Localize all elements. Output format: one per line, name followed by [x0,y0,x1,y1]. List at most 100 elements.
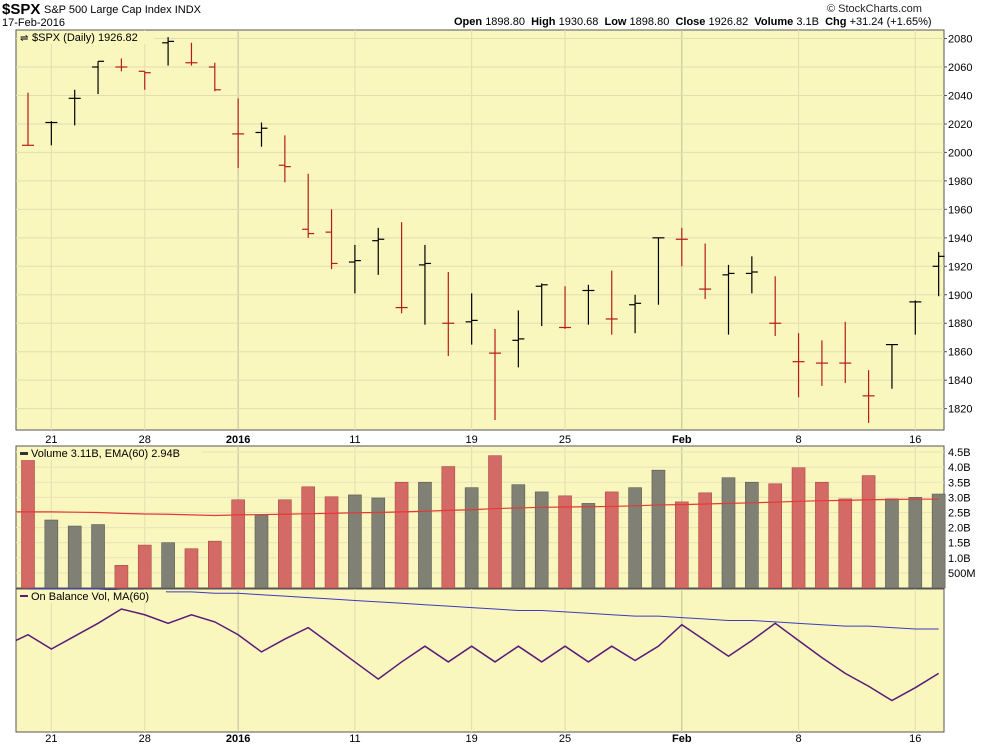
volume-value: 3.1B [796,16,819,28]
volume-bar [348,494,362,589]
volume-bar [394,481,409,589]
volume-bar [324,496,339,589]
open-value: 1898.80 [485,16,525,28]
x-axis-label-bottom: 19 [466,733,478,744]
volume-axis-label: 3.5B [948,477,971,489]
x-axis-label: 19 [466,434,478,446]
legend-icon: ⇌ [20,33,28,44]
volume-bar [44,519,59,589]
volume-bar [628,487,642,589]
legend-swatch [20,595,28,597]
x-axis-label: Feb [672,434,692,446]
price-axis-label: 1880 [948,318,972,330]
panel-background-3 [15,588,945,733]
volume-bar [114,565,129,589]
volume-panel-title: Volume 3.11B, EMA(60) 2.94B [31,448,180,460]
volume-bar [371,497,386,589]
volume-bar [604,491,619,589]
low-value: 1898.80 [629,16,670,28]
close-value: 1926.82 [708,16,749,28]
volume-bar [441,466,456,589]
volume-bar [768,483,783,589]
volume-bar [511,484,526,589]
volume-axis-label: 500M [948,568,976,580]
volume-axis-label: 4.0B [948,462,971,474]
volume-bar [488,455,502,589]
volume-bar [838,498,853,589]
volume-bar [278,499,292,589]
price-axis-label: 1960 [948,204,972,216]
high-label: High [531,16,556,28]
x-axis-label-bottom: 25 [559,733,571,744]
volume-bar [534,491,549,589]
volume-bar [208,540,222,589]
volume-bar [931,493,946,589]
x-axis-label: 11 [349,434,360,446]
exchange-code: INDX [174,4,201,16]
volume-bar [558,495,572,589]
price-axis-label: 1820 [948,404,972,416]
volume-ema-line [16,498,939,517]
volume-bar [137,544,152,589]
close-label: Close [675,16,706,28]
volume-bar [184,548,199,589]
x-axis-label-bottom: 16 [909,733,921,744]
price-axis-label: 2060 [948,62,972,74]
price-axis-label: 1860 [948,347,972,359]
volume-bar [651,469,666,589]
volume-axis-label: 1.0B [948,553,971,565]
symbol-description: S&P 500 Large Cap Index INDX [44,4,201,16]
x-axis-label-bottom: Feb [672,733,692,744]
x-axis-label: 25 [559,434,571,446]
obv-ma-line [28,588,939,630]
volume-bar [231,499,245,589]
x-axis-label-bottom: 21 [45,733,57,744]
price-axis-label: 1940 [948,233,972,245]
price-axis-label: 1980 [948,176,972,188]
change-value: +31.24 (+1.65%) [849,16,932,28]
panel-background-1 [15,29,945,431]
volume-bar [464,487,479,589]
panel-title-bg [18,31,154,44]
change-label: Chg [825,16,847,28]
symbol-title: $SPX [2,1,41,18]
price-axis-label: 2080 [948,34,972,46]
x-axis-label-bottom: 8 [795,733,801,744]
high-value: 1930.68 [558,16,599,28]
index-name: S&P 500 Large Cap Index [44,4,172,16]
chart-date: 17-Feb-2016 [2,17,65,29]
price-axis-label: 1840 [948,375,972,387]
volume-label: Volume [754,16,794,28]
volume-bar [861,475,876,589]
x-axis-label: 2016 [226,434,250,446]
volume-bar [91,524,105,589]
volume-bar [161,542,175,589]
volume-bar [581,503,596,589]
x-axis-label-bottom: 28 [139,733,151,744]
panel-title-bg [18,447,202,460]
volume-bar [67,525,82,589]
price-axis-label: 1920 [948,261,972,273]
price-axis-label: 2000 [948,147,972,159]
low-label: Low [604,16,627,28]
volume-bar [698,492,712,589]
volume-bar [301,486,316,589]
obv-line [15,608,940,702]
volume-bar [254,514,269,589]
volume-bar [791,467,806,589]
volume-axis-label: 2.5B [948,507,971,519]
volume-bar [885,498,899,589]
x-axis-label: 21 [45,434,57,446]
obv-panel-title: On Balance Vol, MA(60) [31,591,149,603]
volume-axis-label: 2.0B [948,523,971,535]
price-axis-label: 2040 [948,90,972,102]
x-axis-label-bottom: 2016 [226,733,250,744]
brand-logo[interactable]: © StockCharts.com [827,3,922,15]
x-axis-label: 8 [795,434,801,446]
x-axis-label: 28 [139,434,151,446]
open-label: Open [454,16,483,28]
price-panel-title: $SPX (Daily) 1926.82 [32,32,138,44]
volume-bar [674,501,689,589]
volume-axis-label: 3.0B [948,492,971,504]
